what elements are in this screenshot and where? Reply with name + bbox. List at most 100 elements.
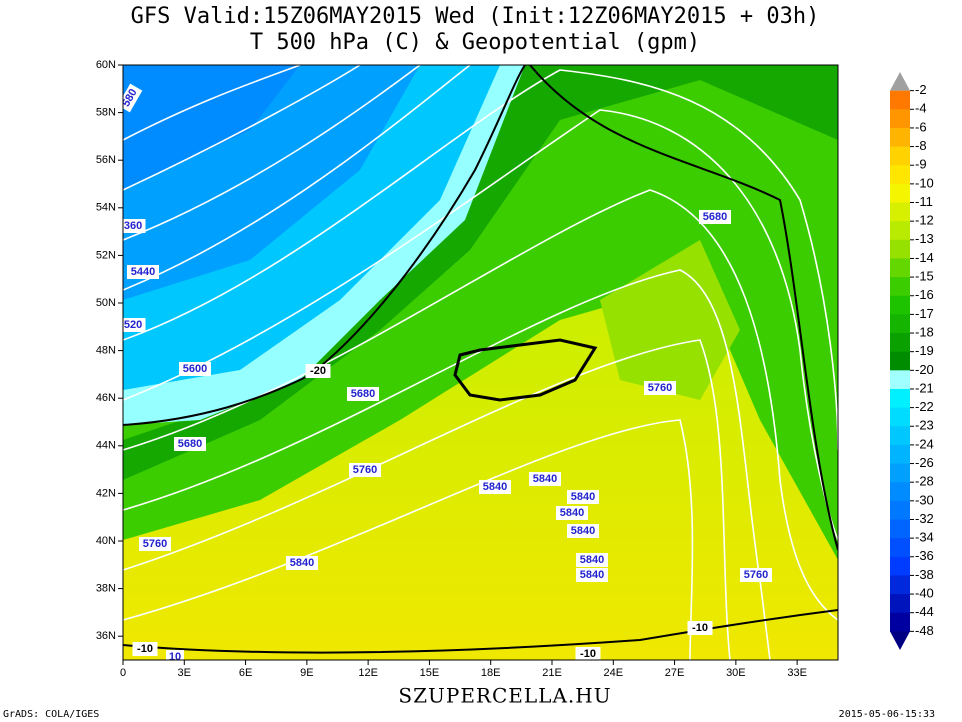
label-text: 5680	[703, 211, 727, 223]
label-bg	[305, 364, 331, 378]
colorbar-box	[890, 612, 910, 632]
x-tick-label: 3E	[178, 667, 191, 679]
label-bg	[567, 490, 599, 504]
x-tick-label: 24E	[603, 667, 623, 679]
label-bg	[575, 647, 601, 660]
border	[453, 338, 598, 402]
contour-label: -10	[575, 647, 601, 660]
label-bg	[479, 480, 511, 494]
colorbar-label: -8	[915, 138, 927, 153]
contour-label: -10	[132, 642, 158, 656]
colorbar-arrow	[890, 631, 910, 650]
colorbar-box	[890, 594, 910, 614]
label-bg	[699, 210, 731, 224]
colorbar-box	[890, 463, 910, 483]
colorbar-label: -13	[915, 231, 934, 246]
contour-label: 10	[166, 650, 184, 663]
colorbar-label: -24	[915, 436, 934, 451]
title: GFS Valid:15Z06MAY2015 Wed (Init:12Z06MA…	[131, 4, 820, 29]
contour-label: -10	[687, 621, 713, 635]
y-tick-label: 44N	[96, 440, 116, 452]
y-tick-label: 42N	[96, 487, 116, 499]
label-text: 5760	[143, 538, 167, 550]
colorbar-label: -23	[915, 418, 934, 433]
label-text: 5680	[351, 388, 375, 400]
label-bg	[740, 568, 772, 582]
colorbar: -2 -4 -6 -8 -9 -10 -11 -12 -13 -14 -15 -16 -17 -18 -19…	[890, 72, 934, 650]
isotherms	[123, 65, 838, 654]
colorbar-box	[890, 575, 910, 595]
contour-label: 5840	[576, 568, 608, 582]
label-text: -10	[692, 622, 708, 634]
label-bg	[123, 219, 146, 233]
colorbar-box	[890, 407, 910, 427]
colorbar-label: -12	[915, 213, 934, 228]
colorbar-label: -14	[915, 250, 934, 265]
contour-label: 5840	[529, 472, 561, 486]
x-tick-label: 30E	[726, 667, 746, 679]
contour-label: -20	[305, 364, 331, 378]
contour-label: 5600	[179, 362, 211, 376]
contour-label: 520	[123, 318, 146, 332]
label-bg	[139, 537, 171, 551]
label-bg	[576, 568, 608, 582]
colorbar-label: -22	[915, 399, 934, 414]
label-text: 5600	[183, 363, 207, 375]
contour-label: 5840	[479, 480, 511, 494]
colorbar-arrow	[890, 72, 910, 91]
label-bg	[179, 362, 211, 376]
colorbar-label: -11	[915, 194, 933, 209]
label-text: 5760	[744, 569, 768, 581]
x-tick-label: 12E	[358, 667, 378, 679]
footer-right: 2015-05-06-15:33	[839, 709, 935, 720]
colorbar-label: -6	[915, 119, 927, 134]
colorbar-label: -40	[915, 586, 934, 601]
label-text: 5840	[571, 525, 595, 537]
colorbar-box	[890, 258, 910, 278]
subtitle: T 500 hPa (C) & Geopotential (gpm)	[250, 30, 700, 55]
colorbar-box	[890, 146, 910, 166]
colorbar-box	[890, 519, 910, 539]
colorbar-label: -36	[915, 548, 934, 563]
label-bg	[644, 381, 676, 395]
x-tick-label: 18E	[481, 667, 501, 679]
label-bg	[127, 265, 159, 279]
colorbar-box	[890, 388, 910, 409]
field-patch	[600, 240, 740, 400]
colorbar-label: -19	[915, 343, 934, 358]
colorbar-box	[890, 165, 910, 185]
label-text: 5760	[353, 464, 377, 476]
colorbar-box	[890, 90, 910, 110]
x-tick-label: 15E	[420, 667, 440, 679]
colorbar-box	[890, 370, 910, 390]
colorbar-box	[890, 444, 910, 465]
label-bg	[529, 472, 561, 486]
label-text: 10	[169, 651, 181, 663]
colorbar-label: -10	[915, 175, 934, 190]
colorbar-box	[890, 202, 910, 222]
contour-label: 5840	[576, 553, 608, 567]
colorbar-label: -44	[915, 604, 934, 619]
colorbar-box	[890, 556, 910, 576]
colorbar-label: -20	[915, 362, 934, 377]
contour-label: 360	[123, 219, 146, 233]
colorbar-label: -16	[915, 287, 934, 302]
label-text: 5840	[533, 473, 557, 485]
label-text: 5440	[131, 266, 155, 278]
y-tick-label: 36N	[96, 630, 116, 642]
label-text: 5840	[580, 569, 604, 581]
colorbar-box	[890, 426, 910, 446]
y-tick-label: 52N	[96, 249, 116, 261]
colorbar-label: -28	[915, 474, 934, 489]
label-bg	[349, 463, 381, 477]
colorbar-label: -2	[915, 82, 927, 97]
label-bg	[132, 642, 158, 656]
label-text: 520	[124, 319, 142, 331]
label-text: 5680	[178, 438, 202, 450]
colorbar-label: -30	[915, 492, 934, 507]
colorbar-label: -18	[915, 324, 934, 339]
x-tick-label: 9E	[300, 667, 313, 679]
colorbar-label: -38	[915, 567, 934, 582]
label-bg	[556, 506, 588, 520]
